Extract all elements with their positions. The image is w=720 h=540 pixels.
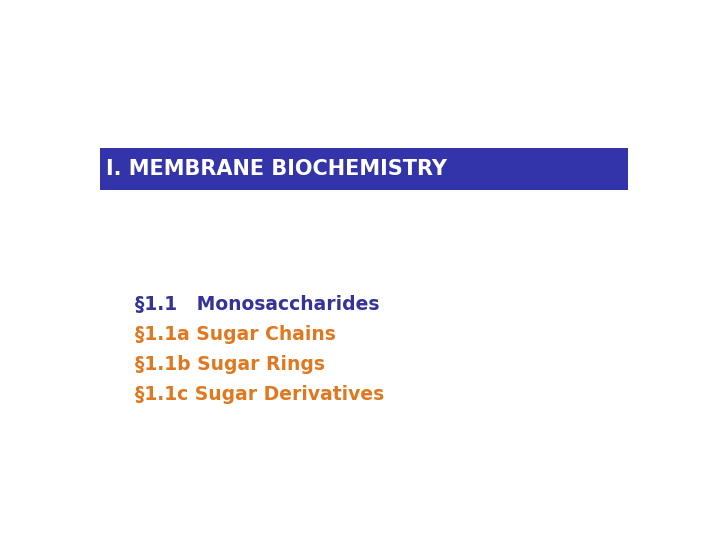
Text: I. MEMBRANE BIOCHEMISTRY: I. MEMBRANE BIOCHEMISTRY	[106, 159, 447, 179]
FancyBboxPatch shape	[100, 148, 628, 190]
Text: §1.1b Sugar Rings: §1.1b Sugar Rings	[135, 355, 325, 374]
Text: §1.1c Sugar Derivatives: §1.1c Sugar Derivatives	[135, 385, 384, 404]
Text: §1.1a Sugar Chains: §1.1a Sugar Chains	[135, 325, 336, 344]
Text: §1.1   Monosaccharides: §1.1 Monosaccharides	[135, 295, 379, 314]
